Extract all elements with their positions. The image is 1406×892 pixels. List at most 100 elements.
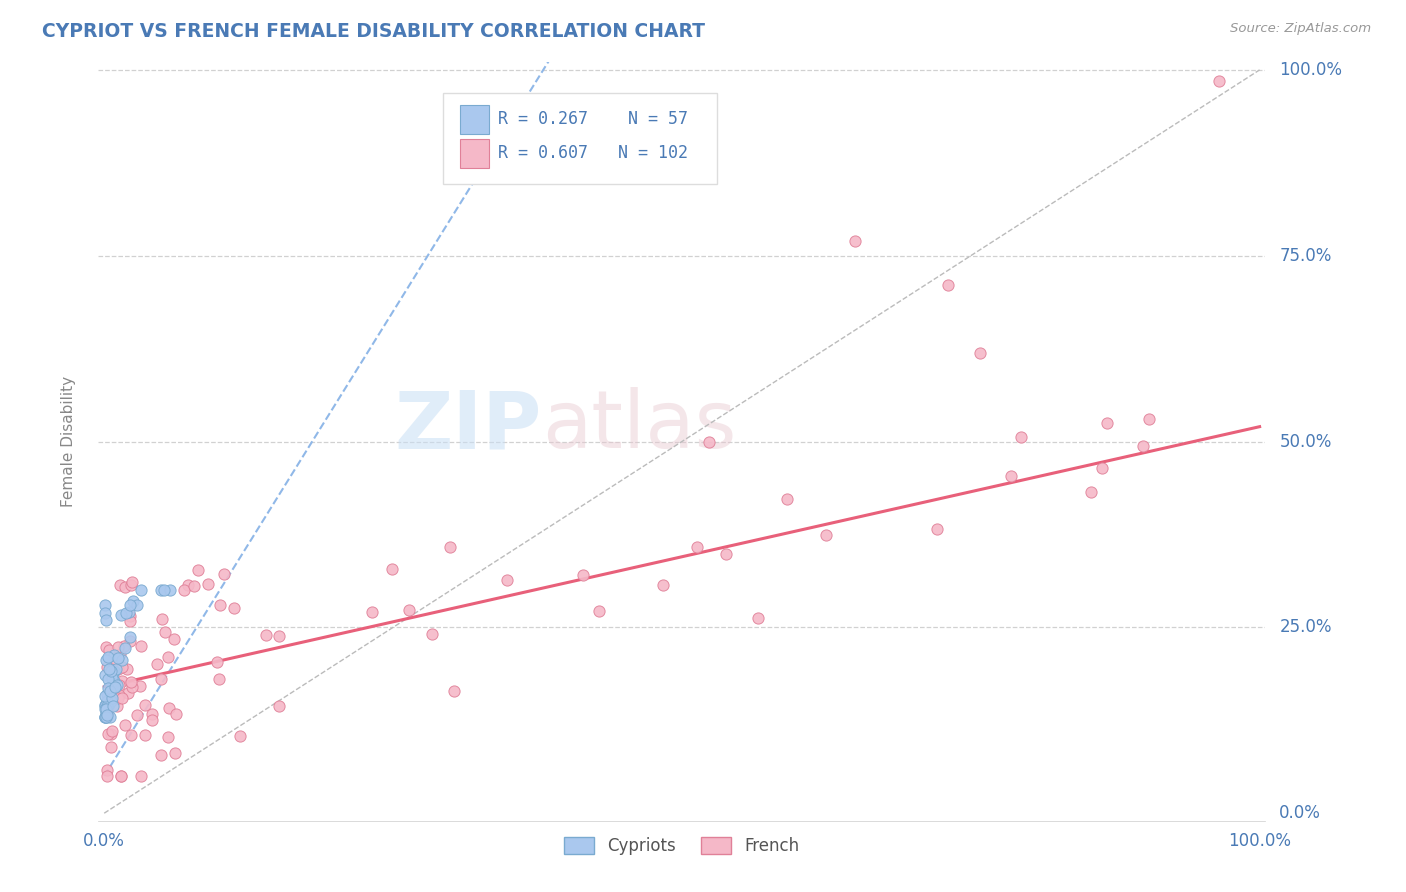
Point bbox=[94, 640, 117, 654]
Point bbox=[121, 574, 143, 589]
Point bbox=[100, 664, 122, 678]
Point bbox=[398, 603, 420, 617]
Point bbox=[686, 541, 709, 555]
Point bbox=[101, 724, 124, 739]
Point bbox=[141, 707, 163, 722]
Point bbox=[173, 583, 195, 598]
Point bbox=[120, 674, 142, 689]
Point bbox=[94, 698, 117, 713]
Point bbox=[114, 718, 136, 732]
Point bbox=[118, 599, 141, 613]
Point bbox=[111, 653, 134, 667]
Point bbox=[267, 629, 290, 643]
Point bbox=[361, 605, 384, 619]
Point bbox=[1208, 74, 1230, 88]
Point bbox=[96, 769, 118, 783]
Point bbox=[105, 698, 128, 713]
Point bbox=[96, 653, 118, 667]
Point bbox=[100, 727, 122, 741]
Point bbox=[94, 709, 117, 723]
Point bbox=[814, 527, 837, 541]
Point bbox=[96, 687, 118, 701]
Point bbox=[100, 680, 122, 694]
Point bbox=[141, 713, 163, 727]
Point bbox=[107, 640, 129, 654]
Point bbox=[165, 707, 187, 722]
Text: CYPRIOT VS FRENCH FEMALE DISABILITY CORRELATION CHART: CYPRIOT VS FRENCH FEMALE DISABILITY CORR… bbox=[42, 22, 706, 41]
Point bbox=[100, 739, 122, 754]
Point bbox=[1080, 485, 1102, 500]
Point bbox=[118, 605, 141, 619]
Point bbox=[443, 684, 465, 698]
Point bbox=[107, 651, 129, 665]
Point bbox=[149, 672, 172, 686]
Point bbox=[101, 699, 124, 714]
Point bbox=[222, 600, 245, 615]
Point bbox=[153, 624, 176, 639]
Point bbox=[104, 680, 127, 694]
Point bbox=[697, 434, 720, 449]
Point bbox=[159, 583, 181, 598]
Point bbox=[96, 702, 118, 716]
Point bbox=[1097, 416, 1119, 430]
Point bbox=[129, 639, 152, 653]
Point bbox=[183, 579, 205, 593]
Point bbox=[108, 647, 131, 661]
Point bbox=[209, 599, 232, 613]
Point bbox=[129, 679, 152, 693]
Point bbox=[97, 697, 120, 711]
Point bbox=[101, 682, 124, 697]
Point bbox=[1000, 468, 1022, 483]
Point bbox=[100, 662, 122, 676]
Point bbox=[118, 633, 141, 648]
Point bbox=[114, 641, 136, 656]
Point bbox=[122, 594, 145, 608]
Point bbox=[129, 769, 152, 783]
Point bbox=[125, 598, 148, 612]
Point bbox=[1091, 461, 1114, 475]
Point bbox=[94, 706, 117, 721]
Point bbox=[110, 578, 132, 592]
Point bbox=[157, 650, 180, 665]
Point bbox=[150, 612, 173, 626]
FancyBboxPatch shape bbox=[460, 105, 489, 134]
Point bbox=[94, 709, 117, 723]
Point bbox=[96, 707, 118, 722]
Point bbox=[111, 691, 134, 706]
Point bbox=[714, 547, 737, 561]
Point bbox=[187, 563, 209, 577]
Point bbox=[94, 702, 117, 716]
Point bbox=[110, 608, 132, 623]
Point bbox=[104, 662, 127, 676]
Point bbox=[121, 681, 143, 695]
Point bbox=[1137, 411, 1160, 425]
Point bbox=[108, 678, 131, 692]
Point bbox=[125, 708, 148, 723]
FancyBboxPatch shape bbox=[443, 93, 717, 184]
Point bbox=[496, 573, 519, 587]
Point bbox=[101, 677, 124, 691]
Point bbox=[120, 578, 142, 592]
Point bbox=[97, 649, 120, 664]
Point bbox=[157, 701, 180, 715]
Point bbox=[97, 681, 120, 695]
Text: 100.0%: 100.0% bbox=[1279, 61, 1343, 78]
Point bbox=[747, 610, 769, 624]
FancyBboxPatch shape bbox=[460, 139, 489, 168]
Text: atlas: atlas bbox=[541, 387, 737, 466]
Point bbox=[925, 522, 948, 536]
Point bbox=[120, 630, 142, 644]
Point bbox=[152, 583, 174, 598]
Point bbox=[163, 632, 186, 646]
Point bbox=[120, 608, 142, 623]
Point bbox=[94, 709, 117, 723]
Point bbox=[96, 706, 118, 721]
Point bbox=[420, 627, 443, 641]
Point bbox=[1010, 430, 1032, 444]
Point bbox=[115, 662, 138, 676]
Point bbox=[254, 627, 277, 641]
Point bbox=[94, 698, 117, 713]
Point bbox=[97, 672, 120, 686]
Point bbox=[267, 699, 290, 714]
Point bbox=[112, 639, 135, 653]
